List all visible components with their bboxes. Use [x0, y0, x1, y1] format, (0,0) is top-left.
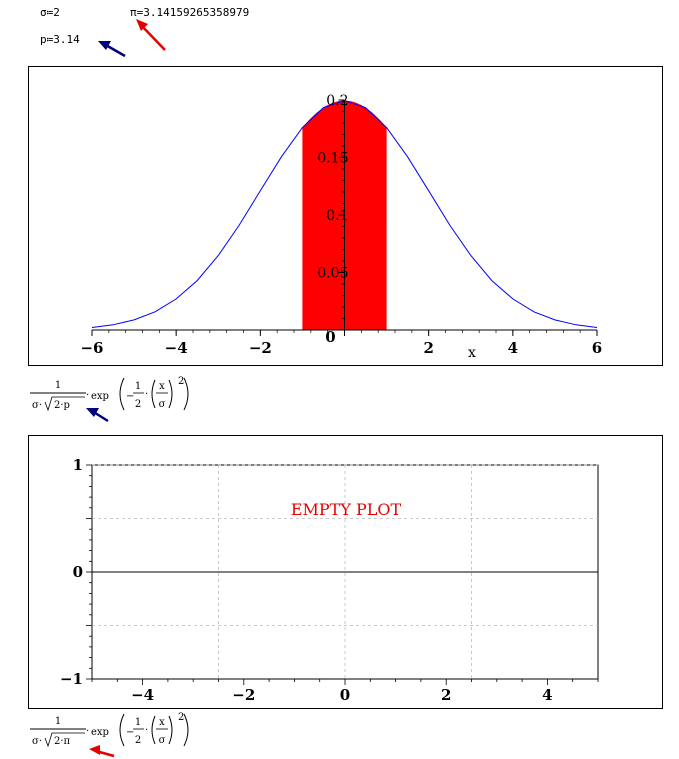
x-tick-label: 0	[325, 328, 335, 346]
expr1-dot2: ·	[145, 389, 148, 400]
p-definition[interactable]: p≔3.14	[40, 33, 80, 46]
expr1-minus: −	[126, 391, 134, 402]
expr2-dot: ·	[86, 726, 89, 737]
expr2-den-root: 2·π	[54, 736, 71, 747]
formula-expr2[interactable]: 1 σ· 2·π · exp − 1 2 · x σ 2	[28, 708, 198, 758]
expr1-dot: ·	[86, 390, 89, 401]
expr2-power: 2	[178, 712, 184, 723]
x-axis-label: x	[468, 345, 476, 361]
x-tick-label: 4	[542, 686, 552, 704]
y-tick-label: 0.1	[326, 208, 348, 224]
y-tick-label: 0.15	[317, 151, 348, 167]
expr2-x-num: x	[159, 717, 165, 728]
x-tick-label: 6	[592, 339, 602, 357]
red-arrow-pi	[136, 19, 166, 51]
expr2-den-sigma: σ·	[32, 736, 42, 747]
expr1-x-num: x	[159, 381, 165, 392]
x-tick-label: 2	[423, 339, 433, 357]
expr2-dot2: ·	[145, 725, 148, 736]
expr1-power: 2	[178, 376, 184, 387]
y-tick-label: 1	[73, 456, 83, 474]
x-tick-label: 4	[508, 339, 518, 357]
expr1-numerator: 1	[55, 380, 61, 391]
pi-definition[interactable]: π=3.14159265358979	[130, 6, 250, 19]
x-tick-label: −2	[249, 339, 272, 357]
y-tick-label: 0.2	[326, 93, 348, 109]
expr2-minus: −	[126, 727, 134, 738]
formula-expr1[interactable]: 1 σ· 2·p · exp − 1 2 · x σ 2	[28, 372, 198, 422]
blue-arrow-expr1	[86, 408, 109, 423]
x-tick-label: −6	[80, 339, 103, 357]
expr1-exp: exp	[91, 391, 109, 402]
expr1-half-den: 2	[135, 399, 141, 410]
expr1-x-den: σ	[159, 399, 166, 410]
expr2-x-den: σ	[159, 735, 166, 746]
expr1-den-sigma: σ·	[32, 400, 42, 411]
red-arrow-expr2	[89, 745, 115, 758]
x-tick-label: −4	[131, 686, 154, 704]
sigma-definition[interactable]: σ≔2	[40, 6, 60, 19]
expr2-numerator: 1	[55, 716, 61, 727]
blue-arrow-p	[98, 41, 126, 58]
empty-plot-svg: −4 −2 0 2 4 −1 0 1 EMPTY PLOT	[60, 456, 599, 704]
empty-plot[interactable]: −4 −2 0 2 4 −1 0 1 EMPTY PLOT	[28, 435, 663, 709]
expr2-half-num: 1	[135, 717, 141, 728]
expr2-half-den: 2	[135, 735, 141, 746]
gaussian-plot[interactable]: −6 −4 −2 0 2 4 6 x 0.05 0.1 0.15 0.2	[28, 66, 663, 366]
x-tick-label: −4	[165, 339, 188, 357]
y-tick-label: 0	[73, 563, 83, 581]
expr2-exp: exp	[91, 727, 109, 738]
y-tick-label: −1	[60, 670, 83, 688]
x-tick-label: 2	[441, 686, 451, 704]
gaussian-plot-svg: −6 −4 −2 0 2 4 6 x 0.05 0.1 0.15 0.2	[80, 93, 602, 361]
x-tick-label: −2	[232, 686, 255, 704]
x-tick-label: 0	[340, 686, 350, 704]
expr1-den-root: 2·p	[54, 400, 70, 411]
expr1-half-num: 1	[135, 381, 141, 392]
y-tick-label: 0.05	[317, 266, 348, 282]
empty-plot-label: EMPTY PLOT	[291, 500, 402, 519]
